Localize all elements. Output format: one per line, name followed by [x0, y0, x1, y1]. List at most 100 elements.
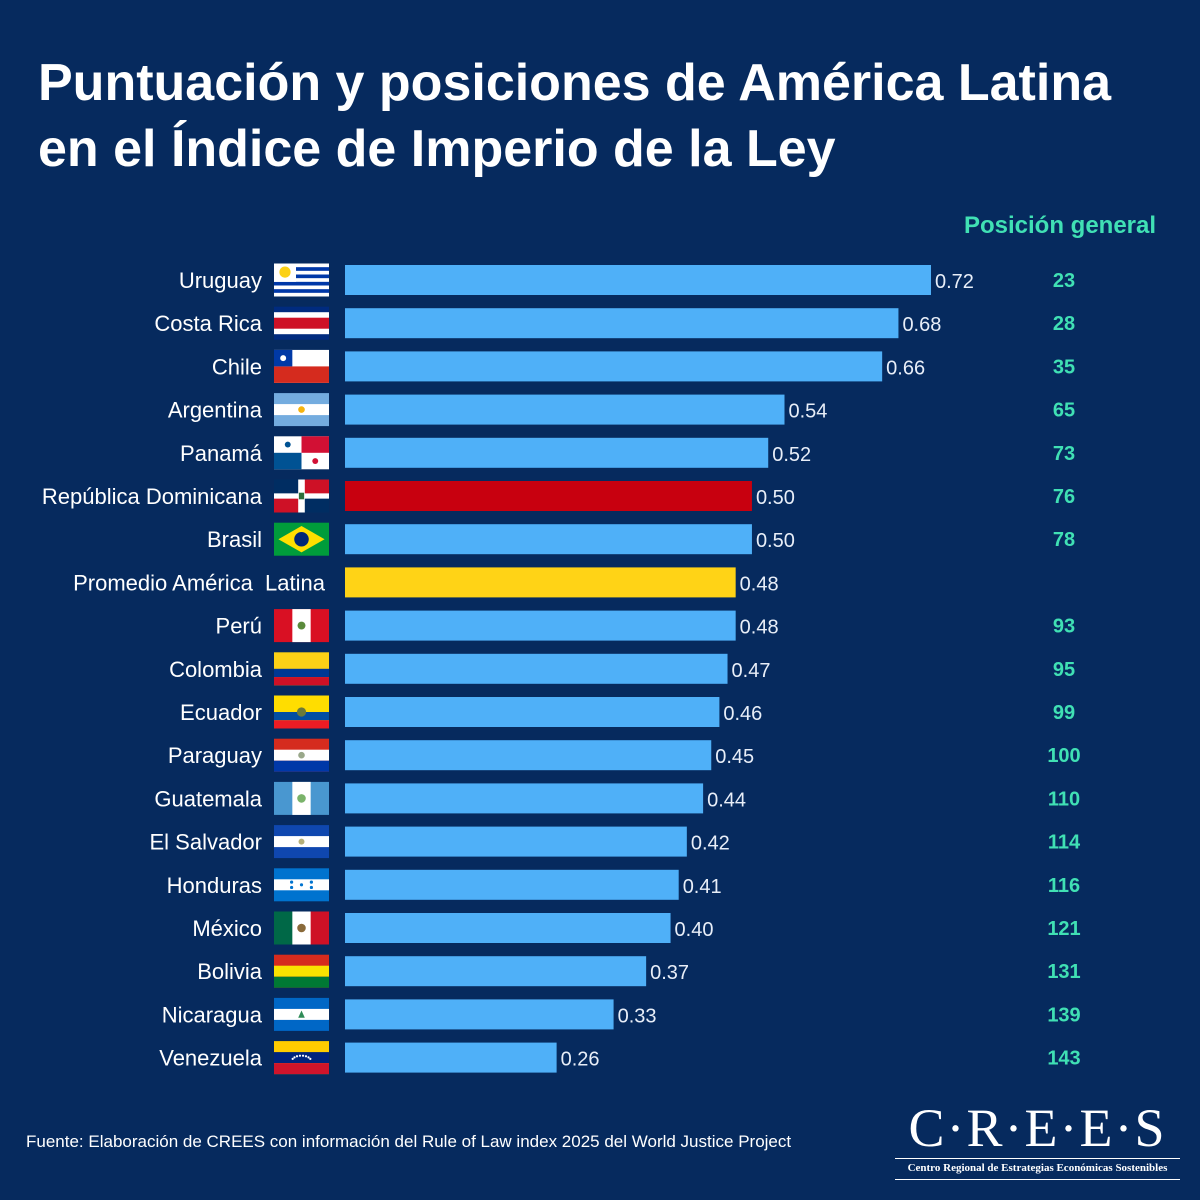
bar [345, 740, 712, 771]
country-label: Perú [216, 614, 262, 639]
bar [345, 481, 752, 511]
rank-label: 114 [1048, 832, 1081, 854]
uruguay-flag [274, 263, 329, 297]
value-label: 0.46 [723, 703, 762, 725]
nicaragua-flag [274, 997, 329, 1031]
bar-chart: 0.72 Uruguay 23 0.68 Costa Rica 28 0.66 Chile 35… [42, 263, 1081, 1075]
value-label: 0.45 [715, 746, 754, 768]
value-label: 0.48 [740, 617, 779, 639]
rank-label: 65 [1053, 400, 1075, 422]
bar [345, 610, 736, 641]
country-label: Panamá [180, 441, 263, 466]
costa-rica-flag [274, 306, 329, 340]
value-label: 0.42 [691, 833, 730, 855]
country-label: Guatemala [154, 786, 262, 811]
country-label: Uruguay [179, 268, 262, 293]
logo-divider-bottom [895, 1179, 1180, 1180]
rank-label: 23 [1053, 270, 1075, 292]
country-label: Colombia [169, 657, 263, 682]
rank-label: 76 [1053, 486, 1075, 508]
value-label: 0.26 [561, 1049, 600, 1071]
dominican-republic-flag [274, 479, 329, 513]
value-label: 0.44 [707, 789, 746, 811]
value-label: 0.47 [732, 660, 771, 682]
crees-logo: C·R·E·E·S Centro Regional de Estrategias… [895, 1098, 1180, 1183]
country-label: Chile [212, 354, 262, 379]
country-label: República Dominicana [42, 484, 263, 509]
bolivia-flag [274, 954, 329, 988]
venezuela-flag [274, 1041, 329, 1075]
logo-subtitle: Centro Regional de Estrategias Económica… [907, 1162, 1168, 1174]
country-label: Ecuador [180, 700, 262, 725]
value-label: 0.40 [675, 919, 714, 941]
country-label: El Salvador [149, 830, 262, 855]
bar [345, 265, 931, 295]
country-label: Honduras [167, 873, 262, 898]
value-label: 0.33 [618, 1005, 657, 1027]
rank-label: 110 [1048, 788, 1080, 810]
bar [345, 913, 671, 943]
bar [345, 826, 687, 857]
value-label: 0.54 [789, 401, 828, 423]
rank-column-header: Posición general [963, 212, 1157, 239]
value-label: 0.50 [756, 487, 795, 509]
value-label: 0.37 [650, 962, 689, 984]
country-label: Paraguay [168, 743, 262, 768]
logo-divider [895, 1158, 1180, 1159]
colombia-flag [274, 652, 329, 686]
rank-label: 73 [1053, 443, 1075, 465]
bar [345, 308, 899, 339]
bar [345, 351, 883, 382]
country-label: México [192, 916, 262, 941]
chile-flag [274, 349, 329, 383]
value-label: 0.50 [756, 530, 795, 552]
paraguay-flag [274, 738, 329, 772]
brazil-flag [274, 522, 329, 556]
rank-label: 121 [1047, 918, 1080, 940]
source-note: Fuente: Elaboración de CREES con informa… [26, 1132, 792, 1151]
bar [345, 524, 752, 555]
rank-label: 139 [1047, 1004, 1080, 1026]
value-label: 0.66 [886, 357, 925, 379]
bar [345, 956, 647, 987]
rank-label: 100 [1047, 745, 1080, 767]
country-label: Argentina [168, 398, 263, 423]
rank-label: 28 [1053, 313, 1075, 335]
bar [345, 999, 614, 1030]
value-label: 0.52 [772, 444, 811, 466]
rank-label: 35 [1053, 356, 1075, 378]
country-label: Nicaragua [162, 1002, 263, 1027]
country-label: Venezuela [159, 1046, 263, 1071]
chart-title: Puntuación y posiciones de América Latin… [38, 54, 1112, 178]
rank-label: 93 [1053, 616, 1075, 638]
value-label: 0.41 [683, 876, 722, 898]
country-label: Promedio América Latina [73, 570, 326, 595]
ecuador-flag [274, 695, 329, 729]
bar [345, 869, 679, 900]
rank-label: 131 [1047, 961, 1080, 983]
country-label: Brasil [207, 527, 262, 552]
argentina-flag [274, 393, 329, 427]
bar [345, 567, 736, 598]
country-label: Costa Rica [154, 311, 262, 336]
rank-label: 116 [1048, 875, 1080, 897]
bar [345, 1042, 557, 1073]
rank-label: 78 [1053, 529, 1075, 551]
logo-name: C·R·E·E·S [908, 1098, 1167, 1158]
bar [345, 697, 720, 727]
country-label: Bolivia [197, 959, 263, 984]
rank-label: 95 [1053, 659, 1075, 681]
guatemala-flag [274, 781, 329, 815]
mexico-flag [274, 911, 329, 945]
rank-label: 99 [1053, 702, 1075, 724]
value-label: 0.48 [740, 573, 779, 595]
rank-label: 143 [1047, 1048, 1080, 1070]
bar [345, 653, 728, 684]
bar [345, 394, 785, 425]
bar [345, 783, 704, 814]
el-salvador-flag [274, 825, 329, 859]
value-label: 0.68 [902, 314, 941, 336]
bar [345, 437, 769, 468]
honduras-flag [274, 868, 329, 902]
peru-flag [274, 609, 329, 643]
